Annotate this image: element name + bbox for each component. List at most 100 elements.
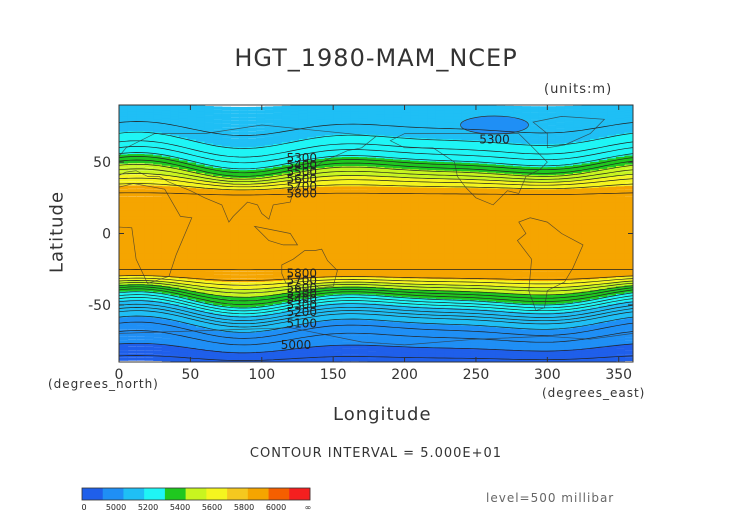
contour-band-cell xyxy=(264,242,274,246)
contour-band-cell xyxy=(324,143,334,148)
contour-band-cell xyxy=(119,242,129,246)
contour-band-cell xyxy=(221,289,231,293)
contour-band-cell xyxy=(504,207,514,212)
contour-band-cell xyxy=(401,297,411,301)
contour-band-cell xyxy=(119,333,129,337)
contour-band-cell xyxy=(136,111,146,116)
contour-band-cell xyxy=(333,227,343,232)
contour-band-cell xyxy=(290,340,300,344)
contour-band-cell xyxy=(204,264,214,269)
contour-band-cell xyxy=(196,202,206,206)
contour-band-cell xyxy=(213,348,223,353)
contour-band-cell xyxy=(530,332,540,337)
contour-band-cell xyxy=(196,359,206,362)
contour-band-cell xyxy=(204,303,214,307)
contour-band-cell xyxy=(521,329,531,333)
contour-band-cell xyxy=(256,236,266,240)
contour-band-cell xyxy=(581,137,591,142)
contour-band-cell xyxy=(136,219,146,223)
contour-band-cell xyxy=(555,216,566,220)
contour-band-cell xyxy=(119,357,129,361)
contour-band-cell xyxy=(238,199,249,203)
contour-band-cell xyxy=(384,122,394,126)
contour-band-cell xyxy=(221,351,231,356)
contour-band-cell xyxy=(161,131,171,135)
contour-band-cell xyxy=(264,109,274,114)
contour-band-cell xyxy=(127,156,137,161)
contour-band-cell xyxy=(461,230,471,235)
contour-band-cell xyxy=(418,347,428,351)
contour-band-cell xyxy=(573,262,583,266)
contour-band-cell xyxy=(470,262,480,266)
contour-band-cell xyxy=(247,275,257,279)
contour-band-cell xyxy=(478,182,488,187)
contour-band-cell xyxy=(478,132,488,136)
contour-band-cell xyxy=(273,259,283,263)
contour-band-cell xyxy=(453,165,463,169)
contour-band-cell xyxy=(290,163,300,167)
contour-band-cell xyxy=(521,294,531,298)
contour-band-cell xyxy=(401,236,411,240)
contour-band-cell xyxy=(401,328,411,333)
contour-band-cell xyxy=(513,253,523,257)
contour-band-cell xyxy=(290,291,300,296)
contour-band-cell xyxy=(521,213,531,217)
contour-band-cell xyxy=(367,189,377,194)
contour-band-cell xyxy=(247,233,257,237)
contour-band-cell xyxy=(573,349,583,353)
contour-band-cell xyxy=(264,355,274,360)
contour-band-cell xyxy=(555,196,566,200)
contour-band-cell xyxy=(316,336,326,341)
contour-band-cell xyxy=(341,259,351,263)
contour-band-cell xyxy=(238,135,249,139)
contour-band-cell xyxy=(367,196,377,200)
contour-band-cell xyxy=(281,299,291,303)
contour-band-cell xyxy=(298,216,309,220)
contour-band-cell xyxy=(573,178,583,182)
contour-band-cell xyxy=(393,114,403,119)
contour-band-cell xyxy=(555,219,566,223)
contour-band-cell xyxy=(427,187,437,192)
contour-band-cell xyxy=(213,264,223,269)
contour-band-cell xyxy=(418,278,428,283)
contour-band-cell xyxy=(393,310,403,315)
contour-band-cell xyxy=(341,166,351,170)
contour-band-cell xyxy=(161,156,171,161)
contour-band-cell xyxy=(478,172,488,176)
contour-band-cell xyxy=(513,202,523,206)
contour-band-cell xyxy=(418,196,428,200)
contour-band-cell xyxy=(127,233,137,237)
contour-band-cell xyxy=(461,165,471,170)
contour-band-cell xyxy=(238,219,249,223)
contour-band-cell xyxy=(581,188,591,192)
contour-band-cell xyxy=(161,233,171,237)
contour-band-cell xyxy=(581,326,591,330)
contour-band-cell xyxy=(161,210,171,215)
contour-band-cell xyxy=(444,279,454,283)
contour-band-cell xyxy=(213,333,223,338)
contour-band-cell xyxy=(581,219,591,223)
contour-band-cell xyxy=(461,162,471,167)
contour-band-cell xyxy=(290,262,300,266)
contour-band-cell xyxy=(555,287,566,292)
contour-band-cell xyxy=(298,256,309,260)
contour-band-cell xyxy=(461,193,471,198)
contour-band-cell xyxy=(341,308,351,312)
contour-band-cell xyxy=(513,169,523,173)
contour-band-cell xyxy=(307,131,317,136)
contour-band-cell xyxy=(435,141,446,146)
contour-band-cell xyxy=(487,295,497,299)
contour-band-cell xyxy=(513,328,523,333)
contour-band-cell xyxy=(410,163,420,167)
contour-band-cell xyxy=(367,244,377,249)
contour-band-cell xyxy=(238,192,249,196)
contour-band-cell xyxy=(504,316,514,321)
contour-band-cell xyxy=(358,291,369,295)
contour-band-cell xyxy=(281,244,291,249)
contour-band-cell xyxy=(307,227,317,232)
contour-band-cell xyxy=(427,204,437,209)
contour-band-cell xyxy=(358,227,369,232)
contour-band-cell xyxy=(230,117,240,121)
contour-band-cell xyxy=(470,279,480,284)
contour-band-cell xyxy=(418,344,428,348)
